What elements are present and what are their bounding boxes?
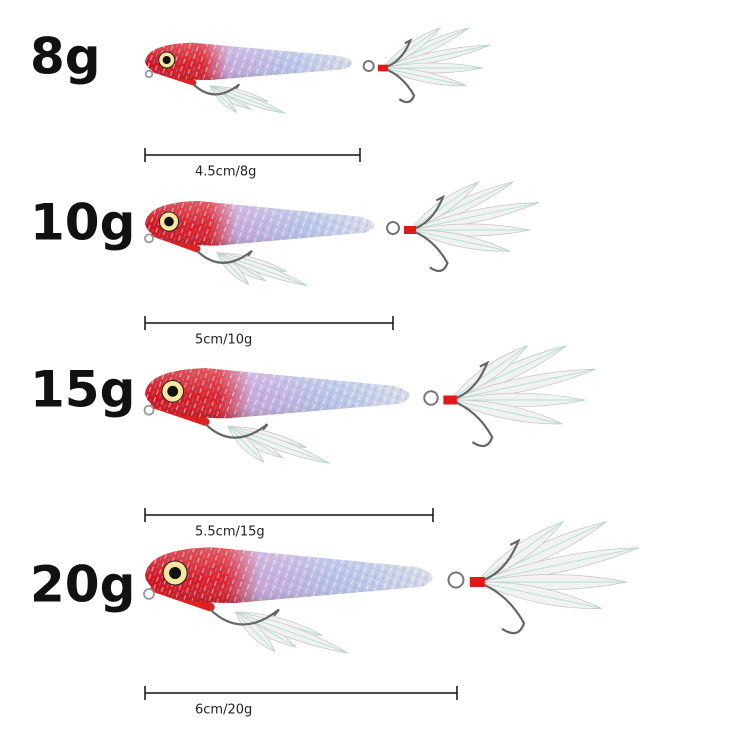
- hook: [476, 580, 526, 635]
- size-label: 5.5cm/15g: [195, 525, 265, 540]
- feather-flash: [216, 252, 250, 285]
- feather-flash: [234, 611, 276, 652]
- thread-wrap: [469, 577, 485, 587]
- feather-flash: [450, 368, 596, 401]
- feather-flash: [382, 27, 441, 69]
- thread-wrap: [404, 226, 416, 234]
- weight-label: 15g: [30, 361, 135, 419]
- size-label: 4.5cm/8g: [195, 165, 256, 180]
- lure-item: 20g 6cm/20g: [30, 520, 639, 718]
- hook: [409, 228, 449, 273]
- hook: [382, 66, 416, 104]
- lure-pupil: [169, 567, 182, 579]
- tail-ring: [386, 221, 400, 235]
- weight-label: 8g: [30, 28, 101, 86]
- assist-hook: [196, 249, 253, 264]
- size-label: 6cm/20g: [195, 703, 252, 718]
- lure-pupil: [162, 56, 171, 64]
- hook: [449, 398, 494, 448]
- feather-flash: [450, 399, 563, 425]
- feather-flash: [227, 426, 265, 463]
- size-label: 5cm/10g: [195, 333, 252, 348]
- feather-flash: [209, 85, 286, 114]
- assist-hook: [204, 423, 269, 439]
- feather-flash: [209, 85, 237, 113]
- thread-wrap: [443, 395, 457, 405]
- tail-ring: [447, 571, 465, 589]
- front-ring: [143, 588, 155, 600]
- front-ring: [143, 404, 155, 416]
- lure-pupil: [167, 385, 179, 397]
- weight-label: 20g: [30, 556, 135, 614]
- feather-flash: [409, 202, 540, 231]
- front-ring: [144, 233, 154, 244]
- front-ring: [144, 69, 154, 79]
- feather-flash: [477, 547, 639, 583]
- lure-shade: [145, 547, 433, 603]
- tail-ring: [362, 60, 375, 72]
- feather-flash: [227, 425, 330, 464]
- feather-flash: [235, 611, 349, 654]
- lure-shade: [145, 200, 375, 246]
- feather-flash: [382, 44, 491, 69]
- lure-shade: [145, 42, 353, 80]
- weight-label: 10g: [30, 194, 135, 252]
- lure-item: 15g 5.5cm/15g: [30, 344, 596, 540]
- assist-hook: [209, 608, 280, 626]
- feather-flash: [409, 181, 480, 231]
- feather-flash: [449, 345, 528, 401]
- lure-shade: [145, 368, 410, 419]
- feather-flash: [477, 581, 603, 609]
- tail-ring: [423, 390, 439, 406]
- lure-item: 10g 5cm/10g: [30, 180, 540, 348]
- feather-flash: [216, 252, 308, 287]
- thread-wrap: [377, 64, 388, 72]
- feather-flash: [382, 67, 467, 87]
- lure-item: 8g 4.5cm/8g: [30, 27, 491, 180]
- assist-hook: [192, 83, 241, 96]
- feather-flash: [476, 521, 564, 583]
- lure-pupil: [164, 216, 174, 227]
- feather-flash: [409, 229, 510, 252]
